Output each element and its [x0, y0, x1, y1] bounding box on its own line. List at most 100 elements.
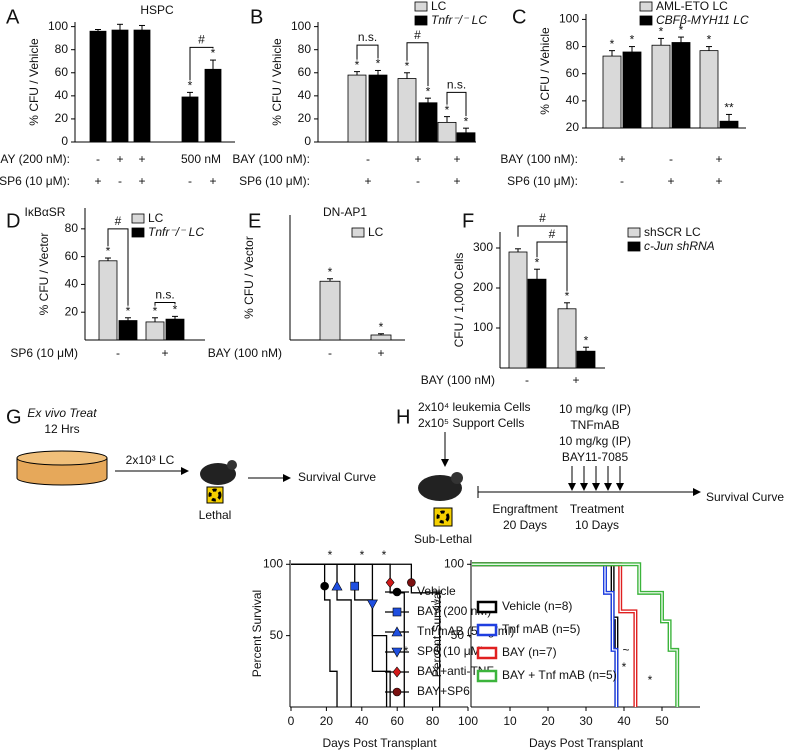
- annotation: ~: [430, 595, 437, 609]
- condition-value: -: [620, 174, 624, 188]
- bracket: [189, 46, 214, 81]
- legend-marker: [392, 607, 402, 617]
- annotation: *: [622, 660, 627, 674]
- bar: [397, 78, 417, 143]
- y-axis-label: % CFU / Vehicle: [270, 38, 284, 126]
- legend-swatch: [414, 1, 428, 12]
- significance-star: *: [106, 244, 111, 258]
- significance-star: *: [379, 320, 384, 334]
- curve-marker: [407, 578, 416, 587]
- schematic-text: 2x10⁴ leukemia Cells: [418, 400, 531, 414]
- bracket: [107, 228, 129, 306]
- annotation: *: [648, 673, 653, 687]
- condition-value: +: [138, 152, 145, 166]
- significance-star: *: [405, 59, 410, 73]
- mouse: [227, 460, 237, 470]
- schematic-text: 12 Hrs: [44, 422, 79, 436]
- y-tick-label: 80: [65, 221, 79, 235]
- bar: [418, 102, 438, 143]
- bar: [118, 320, 138, 341]
- bracket-label: #: [414, 28, 421, 42]
- bar: [181, 96, 199, 143]
- condition-label: BAY (100 nM):: [500, 152, 578, 166]
- legend-label: BAY + Tnf mAB (n=5): [502, 668, 617, 682]
- curve-marker: [350, 581, 360, 591]
- schematic-text: Lethal: [199, 508, 232, 522]
- legend-swatch: [476, 600, 498, 614]
- y-tick-label: 80: [566, 39, 580, 53]
- panel-letter: E: [248, 210, 261, 232]
- condition-label: SP6 (10 μM):: [507, 174, 578, 188]
- bracket: [406, 42, 429, 87]
- legend-swatch: [639, 15, 653, 26]
- y-tick-label: 20: [298, 111, 312, 125]
- bar: [699, 50, 719, 129]
- y-axis-label: Percent Survival: [250, 590, 264, 677]
- bar: [651, 44, 671, 129]
- annotation: ~: [622, 643, 629, 657]
- legend-label: BAY+SP6: [417, 684, 470, 698]
- bar: [456, 132, 476, 143]
- survival-curve: [291, 563, 338, 707]
- bar: [368, 74, 388, 143]
- significance-star: *: [376, 57, 381, 71]
- bracket-label: n.s.: [155, 288, 174, 302]
- significance-star: *: [464, 114, 469, 128]
- schematic-text: 20 Days: [503, 518, 547, 532]
- y-tick-label: 60: [65, 249, 79, 263]
- significance-star: *: [445, 103, 450, 117]
- bracket: [446, 91, 467, 117]
- condition-value: +: [377, 346, 384, 360]
- condition-label: SP6 (10 μM):: [239, 174, 310, 188]
- chart-title: IκBαSR: [25, 205, 66, 219]
- schematic-text: Survival Curve: [706, 490, 784, 504]
- legend-label: BAY (200 nM): [417, 604, 491, 618]
- y-tick-label: 60: [298, 65, 312, 79]
- schematic-text: Survival Curve: [298, 470, 376, 484]
- x-axis-label: Days Post Transplant: [322, 736, 437, 750]
- significance-star: *: [659, 25, 664, 39]
- bar: [145, 321, 165, 341]
- condition-value: -: [366, 152, 370, 166]
- condition-value: +: [715, 174, 722, 188]
- condition-label: BAY (200 nM):: [0, 152, 70, 166]
- schematic-text: Ex vivo Treat: [27, 406, 97, 420]
- condition-value: -: [116, 346, 120, 360]
- panel-letter: H: [396, 406, 410, 428]
- annotation: ~: [401, 625, 408, 639]
- panel-letter: C: [512, 6, 526, 28]
- schematic-g: Ex vivo Treat 12 Hrs 2x10³ LC Lethal Sur…: [16, 406, 376, 522]
- significance-star: *: [565, 289, 570, 303]
- condition-value: +: [715, 152, 722, 166]
- schematic-text: Sub-Lethal: [414, 532, 472, 546]
- panel-letter: D: [6, 210, 20, 232]
- x-tick-label: 40: [617, 714, 631, 728]
- legend-swatch: [639, 1, 653, 12]
- y-tick-label: 100: [263, 556, 283, 570]
- x-tick-label: 40: [355, 714, 369, 728]
- bracket: [536, 241, 568, 291]
- legend-label: BAY+anti-TNF: [417, 664, 494, 678]
- y-tick-label: 100: [559, 12, 579, 26]
- x-tick-label: 60: [391, 714, 405, 728]
- bar: [89, 30, 107, 143]
- panel-letter: G: [6, 406, 22, 428]
- bar: [133, 29, 151, 143]
- significance-star: *: [630, 33, 635, 47]
- significance-star: *: [328, 265, 333, 279]
- bracket-label: n.s.: [358, 30, 377, 44]
- condition-value: +: [453, 174, 460, 188]
- x-tick-label: 80: [426, 714, 440, 728]
- x-axis-label: Days Post Transplant: [529, 736, 644, 750]
- legend-label: CBFβ-MYH11 LC: [656, 13, 749, 27]
- legend-label: c-Jun shRNA: [644, 239, 715, 253]
- condition-label: BAY (100 nM):: [232, 152, 310, 166]
- significance-star: *: [173, 303, 178, 317]
- annotation: *: [436, 640, 441, 654]
- bar: [111, 29, 129, 143]
- legend-label: shSCR LC: [644, 225, 701, 239]
- schematic-text: 10 Days: [575, 518, 619, 532]
- curve-marker: [366, 599, 378, 610]
- y-tick-label: 0: [61, 134, 68, 148]
